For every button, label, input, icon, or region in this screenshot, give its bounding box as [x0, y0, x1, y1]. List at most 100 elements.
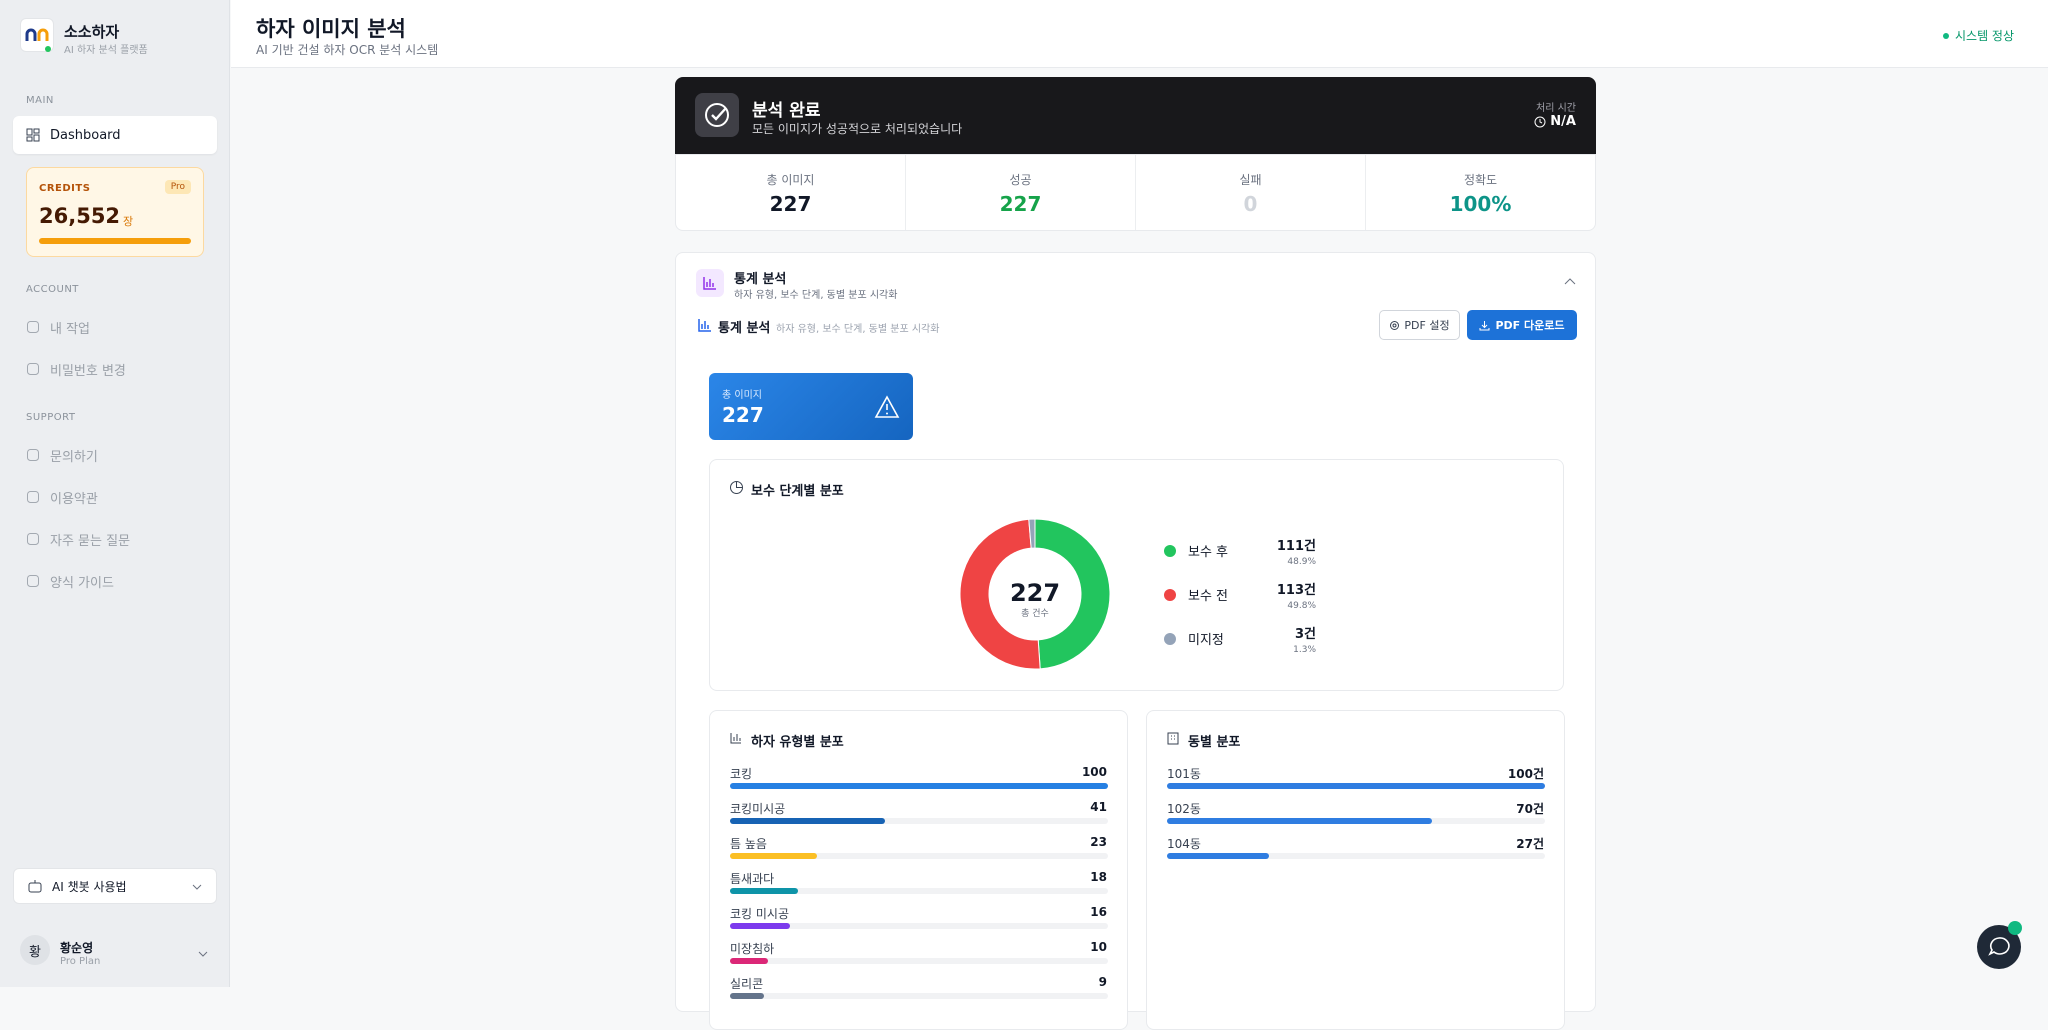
bar [730, 958, 768, 964]
clock-icon [1534, 116, 1546, 127]
section-label: SUPPORT [26, 412, 76, 423]
icon [27, 491, 39, 503]
nav-dashboard[interactable]: Dashboard [13, 116, 217, 154]
page-subtitle: AI 기반 건설 하자 OCR 분석 시스템 [256, 43, 439, 57]
pdf-settings-button[interactable]: PDF 설정 [1379, 310, 1460, 340]
nav-label: 양식 가이드 [50, 575, 114, 591]
total-value: 227 [722, 403, 764, 427]
logo [20, 18, 54, 52]
icon [27, 575, 39, 587]
pdf-download-button[interactable]: PDF 다운로드 [1467, 310, 1577, 340]
toolbar-subtitle: 하자 유형, 보수 단계, 동별 분포 시각화 [776, 324, 940, 335]
bar [730, 888, 799, 894]
legend-dot [1164, 545, 1176, 557]
icon-shape [27, 533, 39, 545]
bar-label: 코킹미시공 [730, 802, 786, 816]
bar [730, 818, 885, 824]
stats-section: 통계 분석 하자 유형, 보수 단계, 동별 분포 시각화 통계 분석 하자 유… [675, 252, 1596, 1030]
stat-cell: 성공 227 [905, 155, 1135, 230]
bar-label: 코킹 미시공 [730, 907, 790, 921]
donut-segment [1028, 518, 1036, 549]
status-text: 시스템 정상 [1954, 29, 2014, 43]
section-subtitle: 하자 유형, 보수 단계, 동별 분포 시각화 [734, 290, 898, 301]
result-banner: 분석 완료 모든 이미지가 성공적으로 처리되었습니다 처리 시간 N/A [675, 77, 1596, 154]
bar-track [730, 818, 1108, 824]
donut-card: 보수 단계별 분포 보수 후 111건 48.9% 보수 전 113건 49.8% 미지정 3… [709, 459, 1564, 691]
button-label: PDF 다운로드 [1495, 319, 1565, 332]
chat-button[interactable] [1977, 921, 2022, 969]
avatar-initial: 황 [29, 944, 41, 960]
banner-title: 분석 완료 [752, 101, 821, 121]
banner-message: 모든 이미지가 성공적으로 처리되었습니다 [752, 122, 963, 136]
nav-item[interactable]: 문의하기 [26, 445, 98, 465]
icon-shape [27, 449, 39, 461]
banner-icon [695, 93, 739, 137]
bar-track [730, 958, 1108, 964]
stat-value: 100% [1449, 192, 1512, 216]
bar [1167, 818, 1432, 824]
bar-track [730, 888, 1108, 894]
bar-value: 23 [1090, 835, 1107, 849]
bar-track [1167, 818, 1545, 824]
nav-item[interactable]: 이용약관 [26, 487, 98, 507]
bar-icon [703, 277, 716, 290]
legend-percent: 48.9% [1287, 557, 1316, 567]
bar-value: 10 [1090, 940, 1107, 954]
bar-value: 100건 [1507, 767, 1544, 781]
warning-icon [874, 395, 900, 418]
legend-label: 보수 전 [1188, 589, 1228, 604]
page-title: 하자 이미지 분석 [256, 17, 406, 41]
nav-label: 문의하기 [50, 449, 98, 465]
chevron[interactable] [198, 950, 208, 958]
donut-segment [1034, 518, 1111, 670]
nav-item[interactable]: 비밀번호 변경 [26, 359, 126, 379]
stats-row: 총 이미지 227 성공 227 실패 0 정확도 100% [675, 154, 1596, 231]
bar-value: 100 [1081, 765, 1107, 779]
stat-label: 정확도 [1463, 173, 1498, 187]
bar-track [1167, 853, 1545, 859]
nav-label: 내 작업 [50, 321, 91, 337]
bar-icon [730, 733, 741, 744]
bar-track [1167, 783, 1545, 789]
pie-icon [730, 481, 743, 494]
credits-card: CREDITS Pro 26,552 장 [26, 167, 204, 257]
total-label: 총 이미지 [722, 390, 762, 401]
legend-dot [1164, 633, 1176, 645]
bar [730, 783, 1108, 789]
stat-cell: 총 이미지 227 [676, 155, 905, 230]
time-text: N/A [1550, 114, 1576, 129]
chatbot-guide[interactable]: AI 챗봇 사용법 [13, 868, 217, 904]
stat-label: 실패 [1239, 173, 1262, 187]
section-title[interactable]: 통계 분석 [734, 272, 787, 287]
credits-value: 26,552 [39, 204, 121, 228]
stat-cell: 정확도 100% [1365, 155, 1595, 230]
bar-label: 102동 [1167, 802, 1201, 816]
user-name: 황순영 [60, 941, 94, 955]
nav-item[interactable]: 자주 묻는 질문 [26, 529, 130, 549]
icon [27, 533, 39, 545]
header: 하자 이미지 분석 AI 기반 건설 하자 OCR 분석 시스템 시스템 정상 [231, 0, 2048, 68]
nav-label: 비밀번호 변경 [50, 363, 126, 379]
sidebar: 소소하자 AI 하자 분석 플랫폼 MAIN Dashboard CREDITS… [0, 0, 230, 987]
icon-shape [27, 363, 39, 375]
section-label: MAIN [26, 95, 54, 106]
time-label: 처리 시간 [1536, 103, 1576, 114]
bar-value: 70건 [1516, 802, 1544, 816]
bar-track [730, 853, 1108, 859]
section-label: ACCOUNT [26, 284, 79, 295]
gear-icon [1390, 320, 1400, 330]
icon-shape [27, 321, 39, 333]
chat-badge [2008, 921, 2022, 935]
stat-label: 총 이미지 [766, 173, 815, 187]
icon-shape [27, 575, 39, 587]
bar [1167, 853, 1270, 859]
logo-icon [25, 28, 51, 52]
nav-item[interactable]: 양식 가이드 [26, 571, 114, 591]
nav-item[interactable]: 내 작업 [26, 317, 90, 337]
collapse-chevron[interactable] [1564, 277, 1576, 285]
legend-value: 111건 [1277, 538, 1316, 554]
nav-label: 자주 묻는 질문 [50, 533, 131, 549]
nav-label: Dashboard [50, 127, 121, 143]
